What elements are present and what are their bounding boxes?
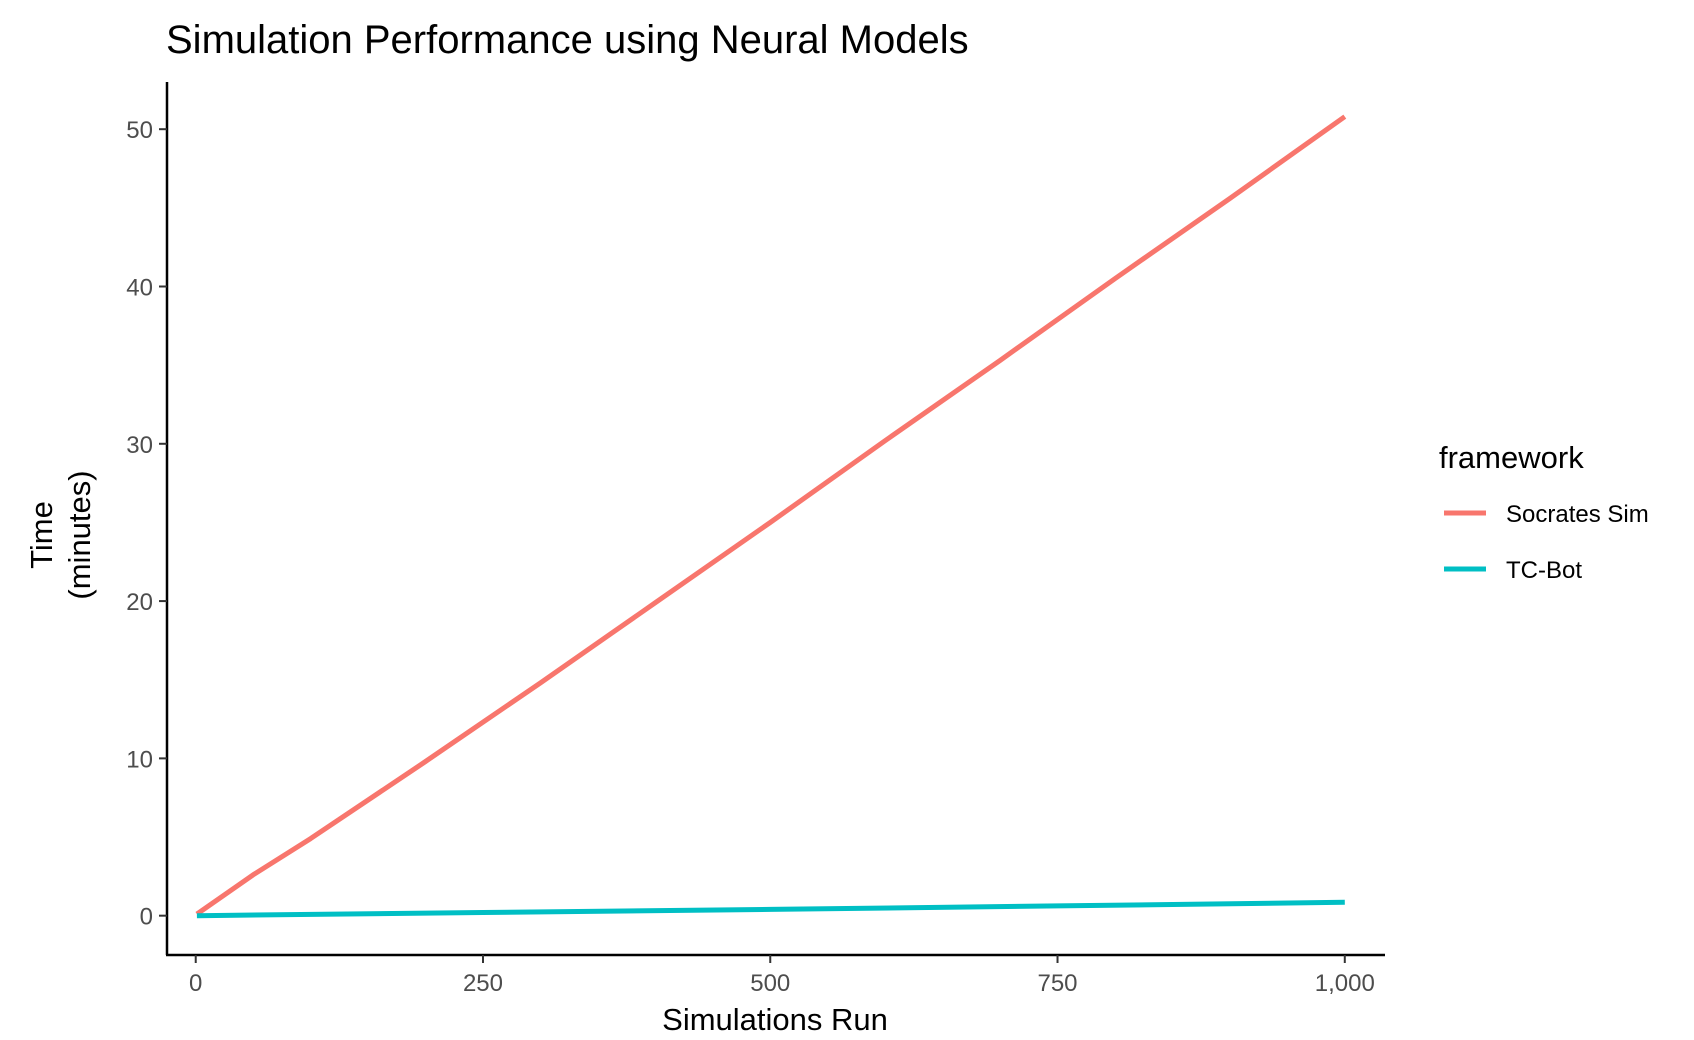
chart-title: Simulation Performance using Neural Mode…: [166, 18, 969, 62]
y-tick-label: 10: [126, 746, 153, 773]
x-axis-title: Simulations Run: [662, 1002, 888, 1037]
legend-label-tc-bot: TC-Bot: [1506, 557, 1582, 584]
y-tick-label: 0: [140, 904, 153, 931]
y-tick-label: 30: [126, 432, 153, 459]
legend-title: framework: [1439, 440, 1584, 475]
y-tick-label: 40: [126, 274, 153, 301]
x-tick-label: 0: [189, 970, 202, 997]
y-axis-title: Time (minutes): [24, 470, 97, 599]
legend: framework Socrates Sim TC-Bot: [1439, 440, 1649, 584]
x-tick-label: 250: [463, 970, 503, 997]
y-ticks: 0 10 20 30 40 50: [126, 117, 167, 931]
y-tick-label: 20: [126, 589, 153, 616]
series-line-socrates-sim: [195, 114, 1347, 917]
series-lines: [195, 114, 1347, 919]
y-axis-title-line-1: Time: [24, 501, 59, 569]
y-axis-title-line-2: (minutes): [62, 470, 97, 599]
legend-label-socrates-sim: Socrates Sim: [1506, 501, 1649, 528]
x-tick-label: 1,000: [1315, 970, 1375, 997]
x-ticks: 0 250 500 750 1,000: [189, 955, 1375, 997]
y-tick-label: 50: [126, 117, 153, 144]
legend-items: Socrates Sim TC-Bot: [1444, 501, 1649, 584]
x-tick-label: 500: [750, 970, 790, 997]
series-line-tc-bot: [196, 899, 1345, 919]
x-tick-label: 750: [1037, 970, 1077, 997]
